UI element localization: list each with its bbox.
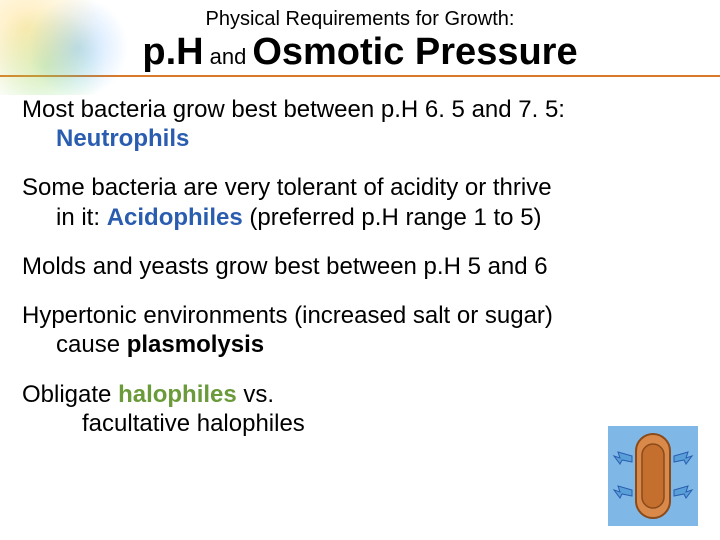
title-and: and [210, 44, 247, 69]
p1-text: Most bacteria grow best between p.H 6. 5… [22, 96, 565, 123]
p3-text: Molds and yeasts grow best between p.H 5… [22, 253, 548, 280]
slide-subtitle: Physical Requirements for Growth: [20, 8, 700, 31]
paragraph-molds: Molds and yeasts grow best between p.H 5… [22, 252, 698, 281]
paragraph-plasmolysis: Hypertonic environments (increased salt … [22, 301, 698, 360]
slide-header: Physical Requirements for Growth: p.H and… [0, 0, 720, 73]
p4-line1: Hypertonic environments (increased salt … [22, 302, 553, 329]
paragraph-neutrophils: Most bacteria grow best between p.H 6. 5… [22, 95, 698, 154]
paragraph-halophiles: Obligate halophiles vs. facultative halo… [22, 380, 698, 439]
p2-line2a: in it: [56, 204, 107, 231]
title-part-2: Osmotic Pressure [252, 31, 577, 73]
p5-line1a: Obligate [22, 381, 118, 408]
term-halophiles: halophiles [118, 381, 237, 408]
p4-line2a: cause [56, 331, 127, 358]
paragraph-acidophiles: Some bacteria are very tolerant of acidi… [22, 173, 698, 232]
p5-line2: facultative halophiles [22, 409, 698, 438]
plasmolysis-cell-icon [608, 426, 698, 526]
term-acidophiles: Acidophiles [107, 204, 243, 231]
title-part-1: p.H [142, 31, 203, 73]
term-plasmolysis: plasmolysis [127, 331, 264, 358]
slide-content: Most bacteria grow best between p.H 6. 5… [0, 95, 720, 438]
p2-line2b: (preferred p.H range 1 to 5) [243, 204, 542, 231]
p2-line1: Some bacteria are very tolerant of acidi… [22, 174, 552, 201]
term-neutrophils: Neutrophils [56, 125, 189, 152]
slide-title: p.H andOsmotic Pressure [142, 33, 577, 73]
p5-line1b: vs. [237, 381, 274, 408]
